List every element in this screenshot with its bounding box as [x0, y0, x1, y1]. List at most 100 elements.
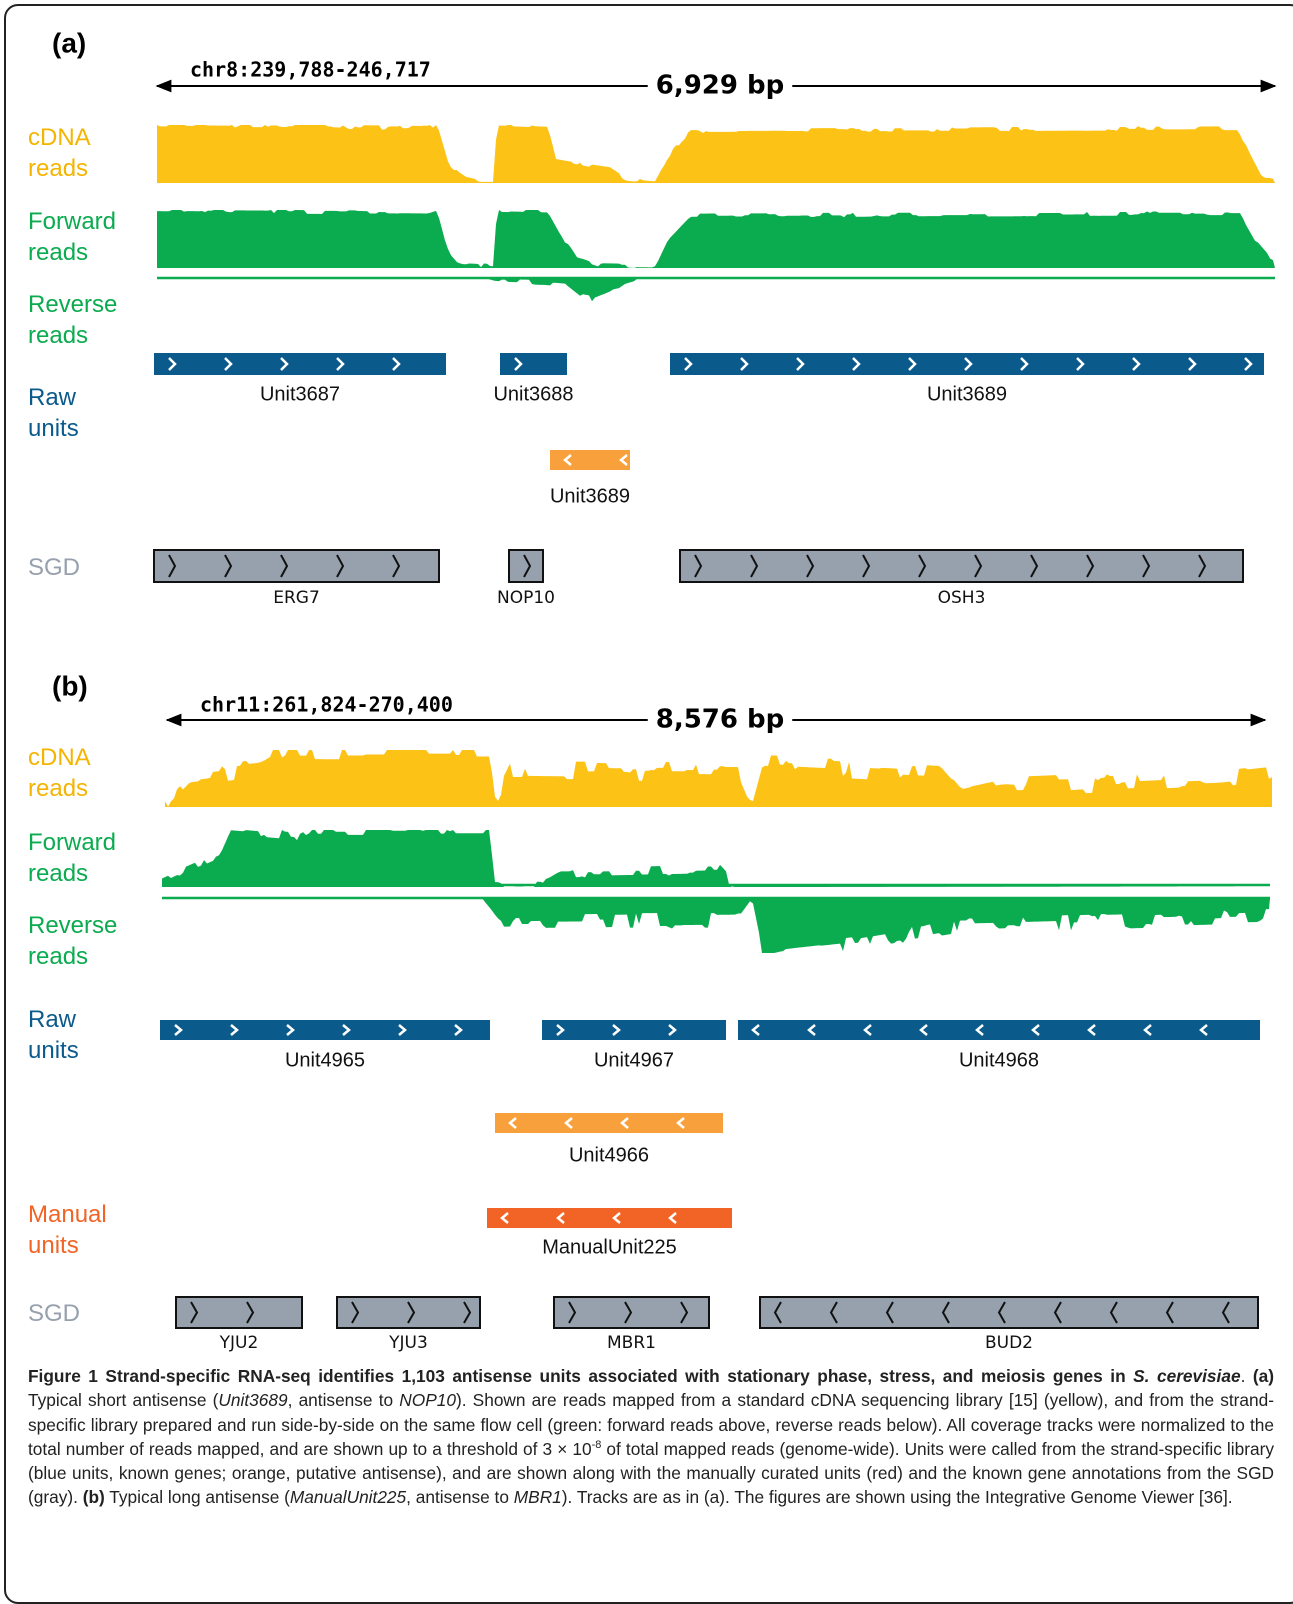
gene-box [679, 549, 1244, 583]
unit-bar [542, 1020, 726, 1040]
caption-run: ). Shown are reads mapped from a standar… [28, 1390, 1274, 1459]
gene-box [759, 1296, 1259, 1329]
strand-chevron [224, 357, 233, 371]
unit-bar [670, 353, 1264, 375]
track-label: cDNA reads [28, 744, 90, 802]
strand-chevron [1086, 554, 1095, 578]
caption-run: ). Tracks are as in (a). The figures are… [561, 1487, 1233, 1508]
locus: chr11:261,824-270,400 [200, 693, 453, 717]
unit-bar [160, 1020, 490, 1040]
gene-label: ERG7 [273, 588, 320, 608]
track-label: Forward reads [28, 829, 117, 887]
gene-label: NOP10 [497, 588, 555, 608]
strand-chevron [224, 554, 233, 578]
strand-chevron [680, 1301, 689, 1324]
strand-chevron [1030, 554, 1039, 578]
strand-chevron [514, 357, 523, 371]
caption: Figure 1 Strand-specific RNA-seq identif… [28, 1364, 1274, 1510]
strand-chevron [280, 554, 289, 578]
gene-box [153, 549, 440, 583]
span-length: 6,929 bp [656, 71, 785, 101]
unit-label: Unit3687 [260, 383, 340, 405]
strand-chevron [351, 1301, 360, 1324]
caption-run: . [1240, 1366, 1253, 1386]
strand-chevron [280, 357, 289, 371]
strand-chevron [694, 554, 703, 578]
forward-coverage [162, 830, 1265, 887]
strand-chevron [1132, 357, 1141, 371]
unit-label: Unit4967 [594, 1049, 674, 1071]
unit-bar [495, 1113, 723, 1133]
unit-bar [154, 353, 446, 375]
strand-chevron [1020, 357, 1029, 371]
strand-chevron [556, 1024, 565, 1036]
strand-chevron [230, 1024, 239, 1036]
reverse-coverage [162, 898, 1270, 953]
strand-chevron [750, 554, 759, 578]
strand-chevron [807, 1024, 816, 1036]
strand-chevron [964, 357, 973, 371]
track-label: Manual units [28, 1201, 107, 1259]
strand-chevron [863, 1024, 872, 1036]
gene-label: YJU3 [388, 1333, 428, 1353]
strand-chevron [174, 1024, 183, 1036]
strand-chevron [751, 1024, 760, 1036]
track-label: Reverse reads [28, 291, 118, 349]
strand-chevron [676, 1117, 685, 1129]
strand-chevron [624, 1301, 633, 1324]
strand-chevron [463, 1301, 472, 1324]
locus: chr8:239,788-246,717 [190, 58, 431, 82]
strand-chevron [619, 454, 628, 466]
gene-label: OSH3 [938, 588, 986, 608]
strand-chevron [997, 1301, 1006, 1324]
strand-chevron [392, 357, 401, 371]
strand-chevron [246, 1301, 255, 1324]
strand-chevron [908, 357, 917, 371]
strand-chevron [1053, 1301, 1062, 1324]
unit-label: Unit3688 [493, 383, 573, 405]
strand-chevron [1142, 554, 1151, 578]
unit-label: ManualUnit225 [542, 1236, 677, 1258]
strand-chevron [500, 1212, 509, 1224]
caption-run: Figure 1 Strand-specific RNA-seq identif… [28, 1366, 1134, 1386]
strand-chevron [1109, 1301, 1118, 1324]
caption-run: -8 [591, 1439, 602, 1452]
figure: (a) chr8:239,788-246,717 6,929 bp Unit3687 U… [52, 27, 1277, 1353]
track-label: Forward reads [28, 208, 117, 266]
unit-bar [487, 1208, 732, 1228]
strand-chevron [168, 357, 177, 371]
strand-chevron [668, 1212, 677, 1224]
strand-chevron [564, 1117, 573, 1129]
strand-chevron [612, 1024, 621, 1036]
strand-chevron [829, 1301, 838, 1324]
gene-label: MBR1 [607, 1333, 656, 1353]
caption-run: (b) [82, 1487, 105, 1508]
track-label: Reverse reads [28, 912, 118, 970]
strand-chevron [454, 1024, 463, 1036]
strand-chevron [885, 1301, 894, 1324]
unit-label: Unit3689 [550, 485, 630, 507]
strand-chevron [668, 1024, 677, 1036]
unit-label: Unit4968 [959, 1049, 1039, 1071]
caption-run: Typical long antisense ( [104, 1487, 290, 1508]
cdna-coverage [157, 125, 1275, 183]
strand-chevron [508, 1117, 517, 1129]
unit-bar [738, 1020, 1260, 1040]
strand-chevron [407, 1301, 416, 1324]
strand-chevron [168, 554, 177, 578]
strand-chevron [1031, 1024, 1040, 1036]
strand-chevron [941, 1301, 950, 1324]
strand-chevron [620, 1117, 629, 1129]
unit-label: Unit3689 [927, 383, 1007, 405]
strand-chevron [918, 554, 927, 578]
gene-box [175, 1296, 303, 1329]
strand-chevron [1199, 1024, 1208, 1036]
caption-run: Unit3689 [218, 1390, 288, 1411]
track-label: cDNA reads [28, 124, 90, 182]
span-length: 8,576 bp [656, 705, 785, 735]
panel-label: (a) [52, 27, 86, 58]
strand-chevron [336, 554, 345, 578]
page: (a) chr8:239,788-246,717 6,929 bp Unit3687 U… [4, 4, 1293, 1604]
track-label: Raw units [28, 384, 79, 442]
strand-chevron [1087, 1024, 1096, 1036]
